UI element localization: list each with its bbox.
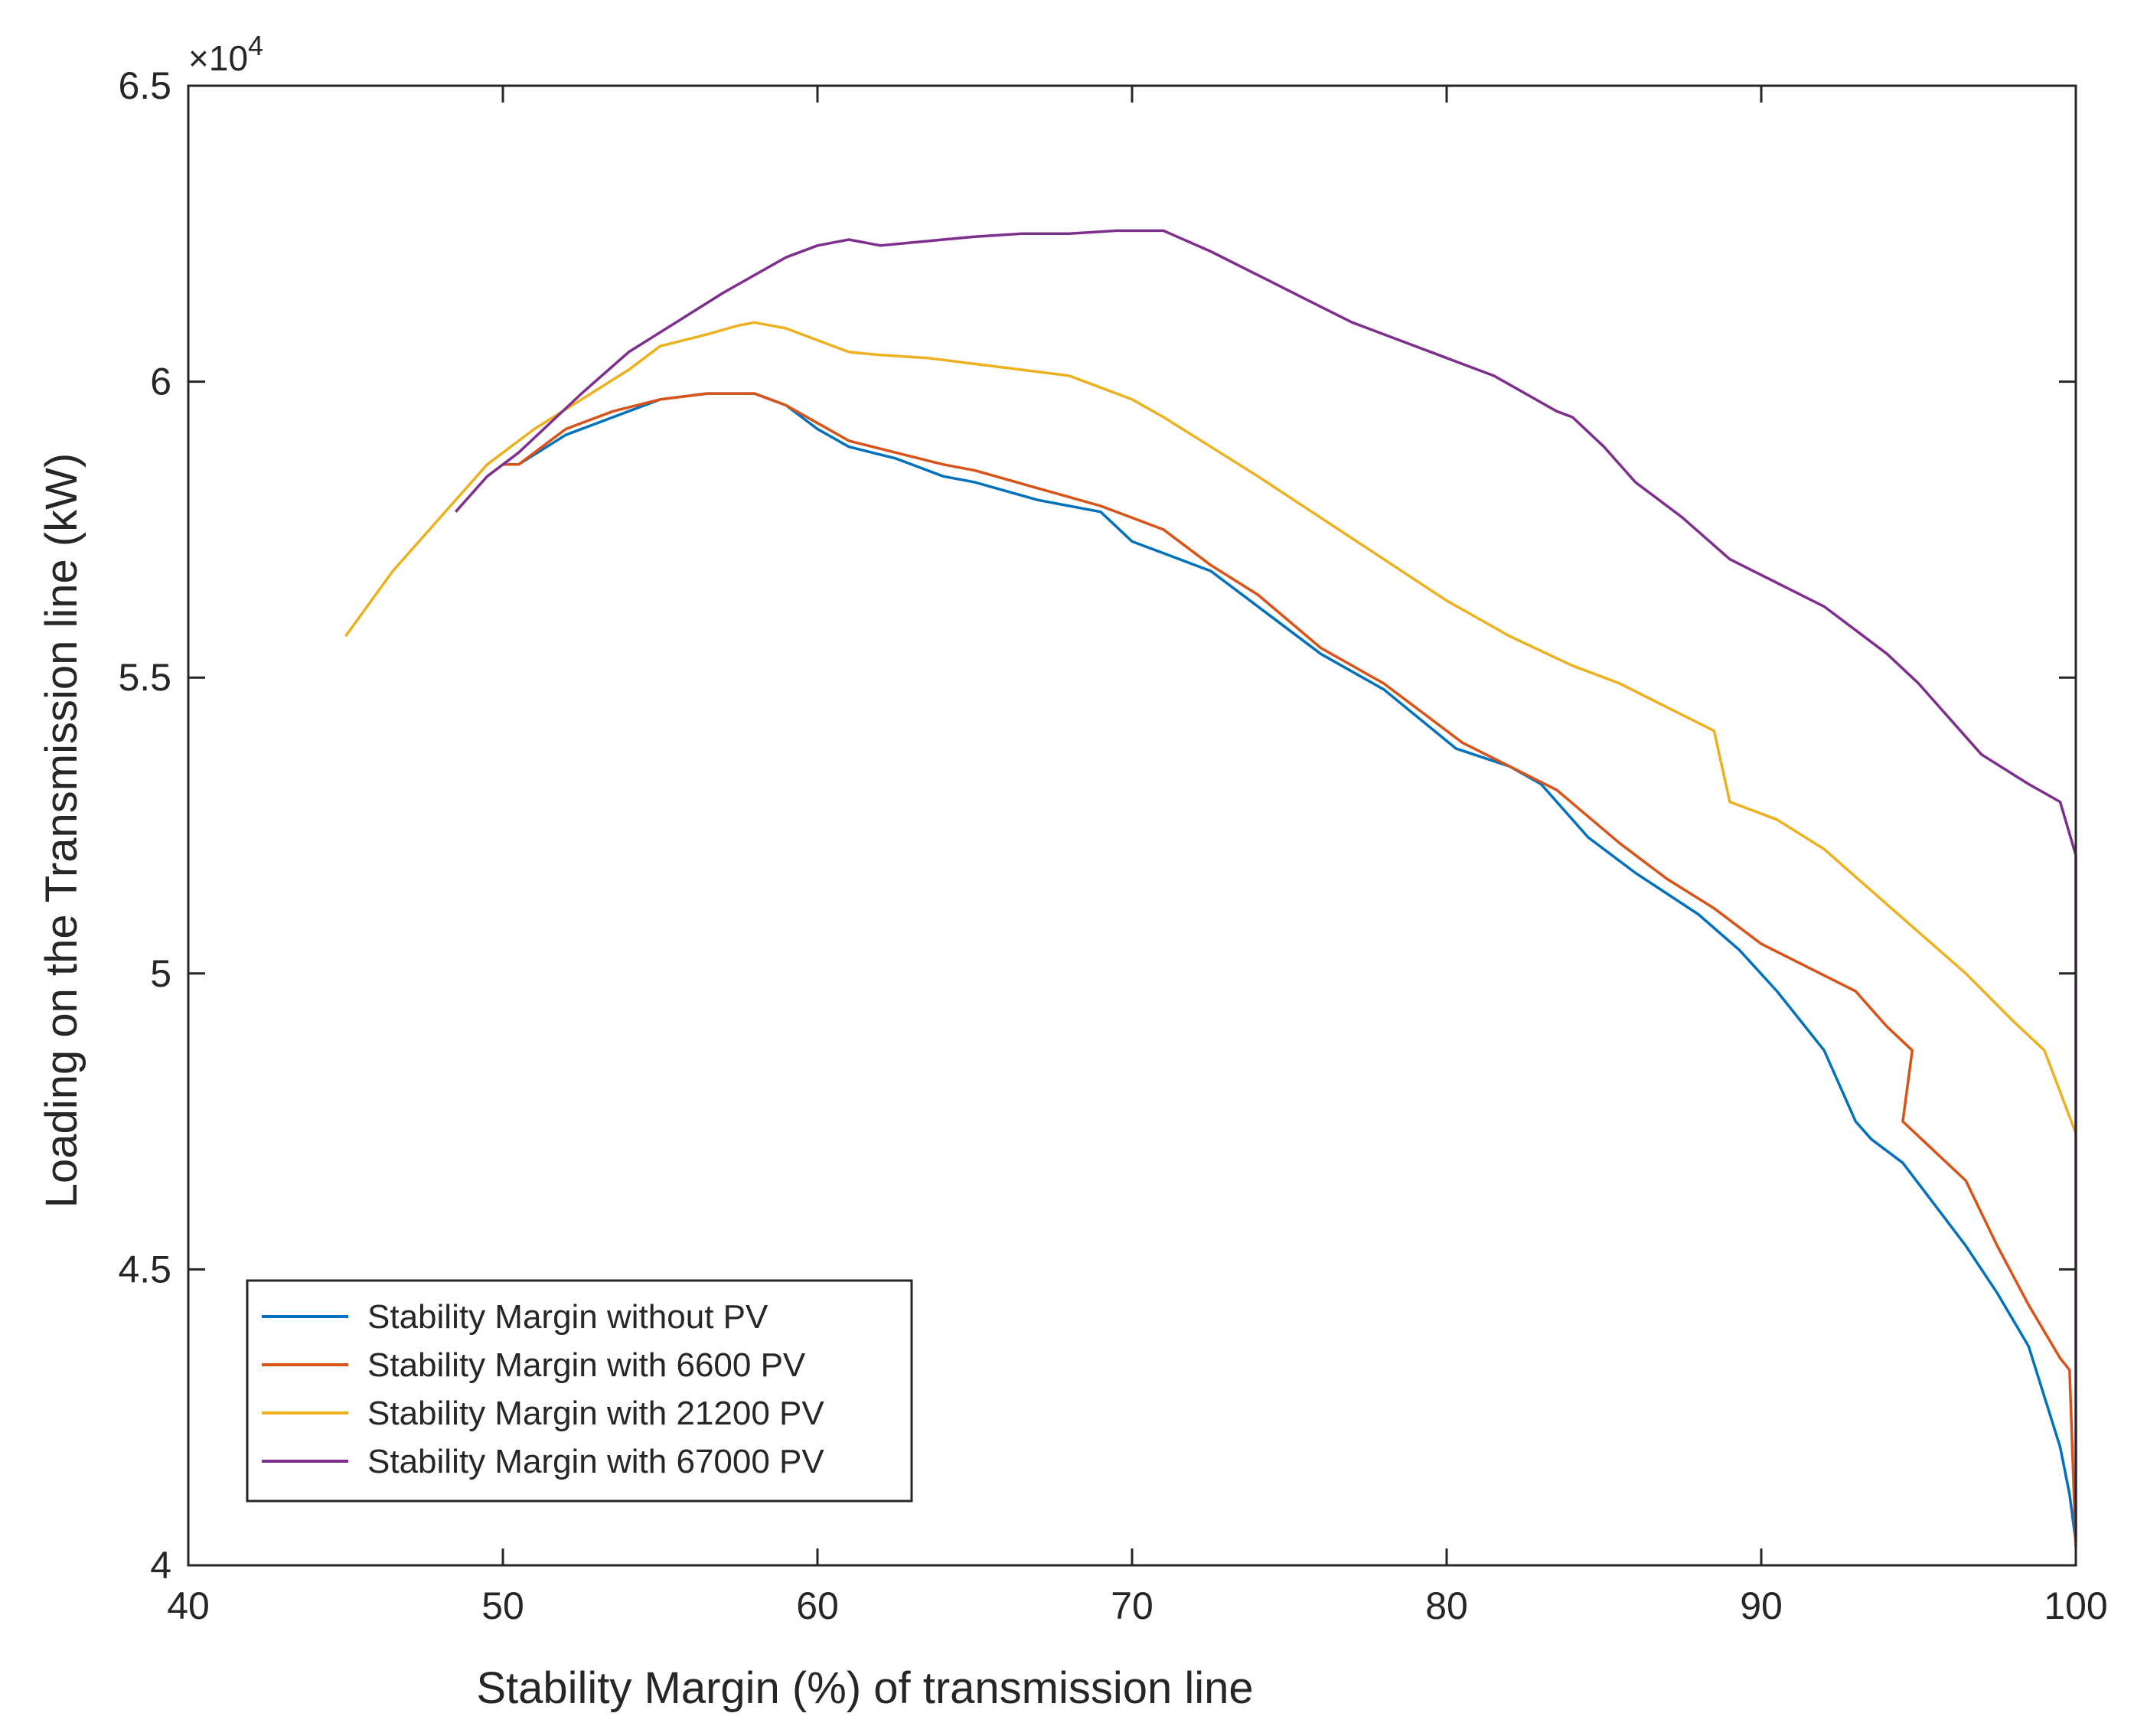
y-exponent-label: ×104 — [188, 30, 263, 78]
series-layer — [344, 229, 2077, 1548]
y-exponent-power: 4 — [248, 30, 263, 61]
x-tick-label: 50 — [481, 1584, 524, 1627]
x-tick-label: 90 — [1740, 1584, 1783, 1627]
y-axis-title: Loading on the Transmission line (kW) — [37, 453, 86, 1208]
y-tick-label: 4.5 — [118, 1248, 171, 1291]
x-tick-label: 70 — [1111, 1584, 1153, 1627]
x-tick-label: 60 — [796, 1584, 839, 1627]
series-line — [503, 392, 2077, 1548]
x-tick-label: 100 — [2044, 1584, 2107, 1627]
legend-label: Stability Margin with 67000 PV — [367, 1443, 824, 1480]
y-tick-label: 6 — [150, 361, 171, 403]
series-line — [454, 229, 2077, 1542]
series-line — [344, 321, 2077, 1134]
legend-box — [246, 1279, 913, 1503]
legend-items: Stability Margin without PV Stability Mar… — [262, 1298, 824, 1480]
y-tick-label: 6.5 — [118, 64, 171, 107]
legend: Stability Margin without PV Stability Mar… — [246, 1279, 913, 1503]
y-tick-label: 5.5 — [118, 656, 171, 699]
y-exponent-base: ×10 — [188, 38, 248, 78]
y-tick-label: 4 — [150, 1544, 171, 1587]
legend-label: Stability Margin with 21200 PV — [367, 1395, 824, 1432]
x-tick-label: 80 — [1425, 1584, 1468, 1627]
x-axis-title: Stability Margin (%) of transmission lin… — [476, 1663, 1253, 1713]
legend-label: Stability Margin without PV — [367, 1298, 768, 1336]
legend-label: Stability Margin with 6600 PV — [367, 1346, 806, 1384]
x-tick-label: 40 — [167, 1584, 210, 1627]
y-tick-label: 5 — [150, 952, 171, 995]
tick-layer: 40 50 60 70 80 90 100 4 4.5 5 5.5 6 6.5 — [118, 64, 2107, 1627]
